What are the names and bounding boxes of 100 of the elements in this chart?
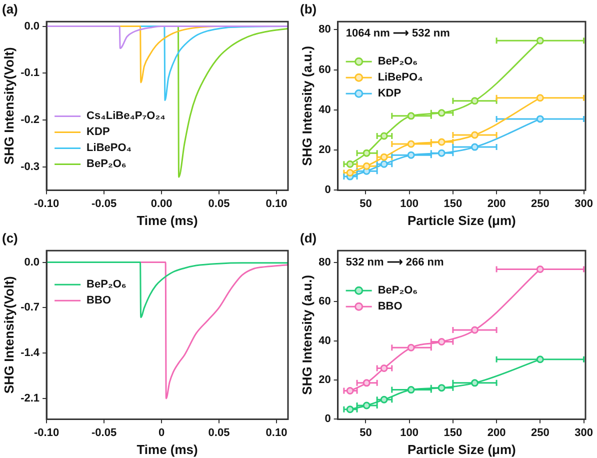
point: [346, 406, 354, 414]
y-axis-title: SHG Intensity(Volt): [1, 47, 16, 165]
chart-title: (a): [2, 1, 18, 16]
point: [346, 387, 354, 395]
point: [407, 151, 415, 159]
point: [346, 168, 354, 176]
legend-label: BeP₂O₆: [86, 278, 126, 291]
y-tick-label: 20: [318, 144, 331, 156]
point: [362, 402, 370, 410]
y-tick-label: -1.4: [20, 347, 40, 360]
point: [407, 112, 415, 120]
y-axis-title: SHG Intensity(Volt): [1, 276, 16, 394]
x-axis-title: Particle Size (μm): [407, 212, 516, 228]
y-tick-label: -0.2: [20, 114, 40, 126]
y-tick-label: -2.1: [20, 392, 40, 404]
x-tick-label: 0: [158, 426, 165, 439]
y-tick-label: 40: [318, 334, 331, 347]
point: [536, 115, 544, 123]
point: [362, 162, 370, 170]
y-tick-label: 60: [318, 296, 331, 308]
point: [380, 364, 388, 372]
y-tick-label: 0.0: [24, 20, 40, 32]
point: [470, 143, 478, 151]
y-axis-title: SHG Intensity (a.u.): [299, 274, 314, 395]
point: [407, 386, 415, 394]
legend-label: BeP₂O₆: [86, 158, 126, 170]
point: [380, 160, 388, 168]
y-tick-label: 0.0: [24, 256, 40, 268]
line-series: [46, 262, 288, 318]
y-tick-label: 60: [318, 64, 331, 76]
point: [407, 344, 415, 352]
x-tick-label: 250: [530, 198, 550, 210]
chart-title: (c): [2, 230, 18, 246]
x-tick-label: -0.10: [34, 426, 60, 439]
y-tick-label: -0.1: [20, 67, 40, 80]
point: [470, 131, 478, 139]
legend-label: LiBePO₄: [378, 72, 423, 84]
y-tick-label: 80: [318, 256, 331, 268]
line-series: [46, 26, 288, 50]
legend-label: KDP: [86, 126, 110, 138]
x-tick-label: 0.10: [266, 426, 288, 439]
point: [407, 140, 415, 148]
point: [470, 326, 478, 334]
x-tick-label: 200: [487, 426, 506, 439]
x-tick-label: 50: [360, 198, 372, 210]
x-tick-label: 300: [574, 426, 593, 439]
point: [536, 94, 544, 102]
legend-label: BBO: [378, 300, 403, 313]
x-tick-label: -0.10: [34, 198, 60, 210]
annotation: 532 nm ⟶ 266 nm: [346, 256, 444, 269]
chart-title: (d): [300, 230, 317, 246]
x-tick-label: 0.10: [266, 198, 288, 210]
y-tick-label: 20: [318, 374, 331, 386]
x-tick-label: -0.05: [92, 198, 117, 210]
point: [380, 153, 388, 161]
y-tick-label: 40: [318, 104, 331, 116]
point: [536, 265, 544, 273]
point: [438, 149, 446, 157]
point: [470, 379, 478, 387]
x-tick-label: 50: [360, 426, 372, 439]
y-tick-label: -0.3: [20, 160, 40, 173]
y-tick-label: 0: [324, 413, 331, 426]
legend-label: BeP₂O₆: [378, 284, 418, 297]
x-tick-label: 300: [574, 198, 593, 210]
legend-label: Cs₄LiBe₄P₇O₂₄: [86, 110, 166, 122]
y-axis-title: SHG Intensity (a.u.): [299, 46, 314, 166]
x-tick-label: 0.05: [208, 426, 230, 439]
y-tick-label: -0.7: [20, 302, 40, 314]
y-tick-label: 0: [324, 184, 331, 196]
point: [362, 379, 370, 387]
x-axis-title: Particle Size (μm): [407, 442, 516, 457]
point: [470, 97, 478, 105]
x-tick-label: -0.05: [92, 426, 117, 439]
point: [536, 36, 544, 44]
x-tick-label: 200: [487, 198, 506, 210]
x-axis-title: Time (ms): [136, 212, 198, 228]
x-tick-label: 100: [400, 198, 419, 210]
point: [346, 160, 354, 168]
x-tick-label: 0.00: [150, 198, 172, 210]
point: [438, 338, 446, 346]
point: [380, 396, 388, 404]
point: [438, 109, 446, 117]
x-tick-label: 250: [530, 426, 550, 439]
point: [438, 138, 446, 146]
x-tick-label: 100: [400, 426, 419, 439]
x-tick-label: 150: [444, 426, 462, 439]
y-tick-label: 80: [318, 24, 331, 36]
annotation: 1064 nm ⟶ 532 nm: [346, 28, 450, 40]
point: [536, 356, 544, 364]
x-axis-title: Time (ms): [136, 442, 198, 457]
point: [380, 132, 388, 140]
x-tick-label: 150: [444, 198, 462, 210]
chart-title: (b): [300, 1, 317, 16]
x-tick-label: 0.05: [208, 198, 230, 210]
legend-label: LiBePO₄: [86, 142, 132, 154]
legend-label: KDP: [378, 88, 402, 100]
point: [438, 384, 446, 392]
legend-label: BeP₂O₆: [378, 56, 418, 68]
legend-label: BBO: [86, 294, 112, 307]
point: [362, 149, 370, 157]
